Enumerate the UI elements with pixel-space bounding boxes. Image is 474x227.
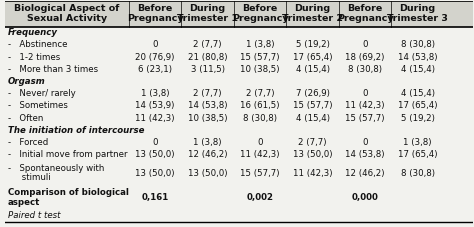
Text: -   Initial move from partner: - Initial move from partner [8, 150, 127, 159]
Text: 1 (3,8): 1 (3,8) [193, 138, 222, 147]
Text: 18 (69,2): 18 (69,2) [346, 53, 385, 62]
Text: -   1-2 times: - 1-2 times [8, 53, 60, 62]
Text: 0,000: 0,000 [352, 193, 379, 202]
Text: -   Sometimes: - Sometimes [8, 101, 67, 110]
Text: 0: 0 [362, 40, 368, 49]
Text: 0,002: 0,002 [246, 193, 273, 202]
Bar [5, 88, 474, 100]
Text: 11 (42,3): 11 (42,3) [346, 101, 385, 110]
Text: 21 (80,8): 21 (80,8) [188, 53, 228, 62]
Text: 13 (50,0): 13 (50,0) [188, 168, 228, 178]
Text: 0: 0 [152, 138, 158, 147]
Text: 15 (57,7): 15 (57,7) [346, 114, 385, 123]
Bar [5, 149, 474, 161]
Text: 15 (57,7): 15 (57,7) [240, 53, 280, 62]
Text: 15 (57,7): 15 (57,7) [240, 168, 280, 178]
Text: -   Forced: - Forced [8, 138, 48, 147]
Text: -   Spontaneously with
     stimuli: - Spontaneously with stimuli [8, 164, 104, 182]
Text: 1 (3,8): 1 (3,8) [246, 40, 274, 49]
Text: 20 (76,9): 20 (76,9) [136, 53, 175, 62]
Text: 5 (19,2): 5 (19,2) [296, 40, 329, 49]
Text: 13 (50,0): 13 (50,0) [136, 168, 175, 178]
Text: -   Often: - Often [8, 114, 43, 123]
Text: 2 (7,7): 2 (7,7) [193, 89, 222, 98]
Text: The initiation of intercourse: The initiation of intercourse [8, 126, 144, 135]
Bar [5, 75, 474, 88]
Bar [5, 27, 474, 39]
Text: -   Abstinence: - Abstinence [8, 40, 67, 49]
Text: 8 (30,8): 8 (30,8) [348, 65, 382, 74]
Text: 14 (53,8): 14 (53,8) [188, 101, 228, 110]
Text: 0,161: 0,161 [142, 193, 169, 202]
Text: Comparison of biological
aspect: Comparison of biological aspect [8, 188, 128, 207]
Text: Before
Pregnancy: Before Pregnancy [337, 4, 393, 23]
Bar [5, 210, 474, 222]
Text: Paired t test: Paired t test [8, 211, 60, 220]
Text: 4 (15,4): 4 (15,4) [401, 65, 435, 74]
Bar [5, 161, 474, 185]
Text: 14 (53,8): 14 (53,8) [398, 53, 438, 62]
Text: 6 (23,1): 6 (23,1) [138, 65, 172, 74]
Text: 11 (42,3): 11 (42,3) [136, 114, 175, 123]
Bar [5, 185, 474, 210]
Text: 8 (30,8): 8 (30,8) [401, 40, 435, 49]
Text: 17 (65,4): 17 (65,4) [293, 53, 332, 62]
Text: 7 (26,9): 7 (26,9) [296, 89, 329, 98]
Text: 4 (15,4): 4 (15,4) [296, 65, 329, 74]
Text: 11 (42,3): 11 (42,3) [293, 168, 332, 178]
Text: 17 (65,4): 17 (65,4) [398, 150, 438, 159]
Text: 0: 0 [152, 40, 158, 49]
Text: -   More than 3 times: - More than 3 times [8, 65, 98, 74]
Text: 17 (65,4): 17 (65,4) [398, 101, 438, 110]
Text: 8 (30,8): 8 (30,8) [243, 114, 277, 123]
Text: 10 (38,5): 10 (38,5) [188, 114, 228, 123]
Text: 0: 0 [362, 138, 368, 147]
Text: Orgasm: Orgasm [8, 77, 46, 86]
Bar [5, 51, 474, 63]
Text: 4 (15,4): 4 (15,4) [296, 114, 329, 123]
Text: During
Trimester 2: During Trimester 2 [282, 4, 343, 23]
Text: Before
Pregnancy: Before Pregnancy [127, 4, 183, 23]
Text: 8 (30,8): 8 (30,8) [401, 168, 435, 178]
Text: 4 (15,4): 4 (15,4) [401, 89, 435, 98]
Bar [5, 63, 474, 75]
Text: 3 (11,5): 3 (11,5) [191, 65, 225, 74]
Text: 5 (19,2): 5 (19,2) [401, 114, 435, 123]
Text: 10 (38,5): 10 (38,5) [240, 65, 280, 74]
Text: Frequency: Frequency [8, 28, 57, 37]
Text: 13 (50,0): 13 (50,0) [136, 150, 175, 159]
Text: During
Trimester 3: During Trimester 3 [387, 4, 448, 23]
Bar [5, 136, 474, 149]
Text: Biological Aspect of
Sexual Activity: Biological Aspect of Sexual Activity [14, 4, 119, 23]
Bar [5, 124, 474, 136]
Text: 2 (7,7): 2 (7,7) [246, 89, 274, 98]
Text: 12 (46,2): 12 (46,2) [188, 150, 228, 159]
Text: Before
Pregnancy: Before Pregnancy [232, 4, 288, 23]
Text: 16 (61,5): 16 (61,5) [240, 101, 280, 110]
Text: 14 (53,9): 14 (53,9) [136, 101, 175, 110]
Text: 11 (42,3): 11 (42,3) [240, 150, 280, 159]
Text: 2 (7,7): 2 (7,7) [193, 40, 222, 49]
Bar [5, 39, 474, 51]
Text: 0: 0 [362, 89, 368, 98]
Text: 14 (53,8): 14 (53,8) [346, 150, 385, 159]
Bar [5, 112, 474, 124]
Text: 1 (3,8): 1 (3,8) [403, 138, 432, 147]
Text: 1 (3,8): 1 (3,8) [141, 89, 169, 98]
Bar [5, 100, 474, 112]
Text: -   Never/ rarely: - Never/ rarely [8, 89, 75, 98]
Text: 2 (7,7): 2 (7,7) [298, 138, 327, 147]
Text: 12 (46,2): 12 (46,2) [346, 168, 385, 178]
Text: During
Trimester 1: During Trimester 1 [177, 4, 238, 23]
Text: 13 (50,0): 13 (50,0) [293, 150, 332, 159]
Text: 15 (57,7): 15 (57,7) [293, 101, 332, 110]
Bar [5, 1, 474, 27]
Text: 0: 0 [257, 138, 263, 147]
